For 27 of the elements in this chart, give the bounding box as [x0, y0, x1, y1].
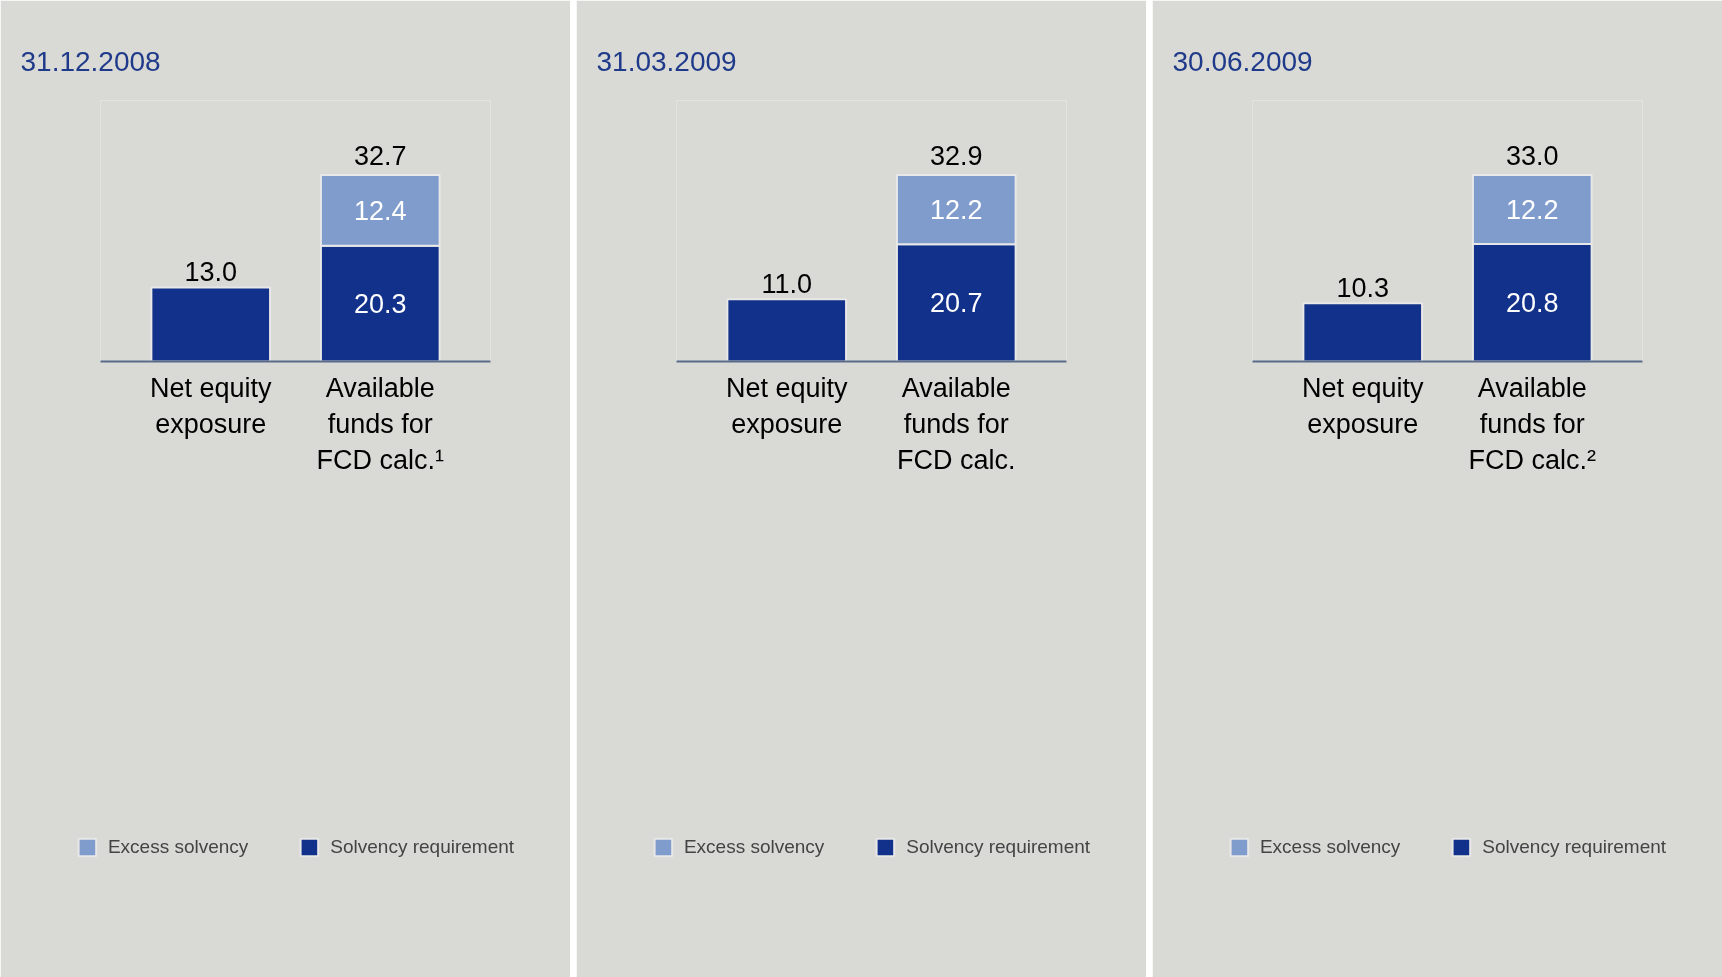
- legend-label: Excess solvency: [1259, 835, 1401, 858]
- data-label: 11.0: [761, 269, 812, 300]
- data-label: 12.4: [354, 195, 407, 226]
- legend-label: Excess solvency: [683, 835, 825, 858]
- legend-label: Solvency requirement: [1482, 835, 1667, 858]
- legend-label: Solvency requirement: [330, 835, 515, 858]
- x-tick-label: Available funds for FCD calc.²: [1468, 372, 1597, 475]
- chart-title: 30.06.2009: [1172, 45, 1313, 77]
- data-label: 13.0: [184, 257, 237, 288]
- chart-title: 31.03.2009: [596, 45, 737, 77]
- x-tick-label: Net equity exposure: [1301, 372, 1424, 439]
- data-label: 20.3: [354, 289, 407, 320]
- x-tick-label: Net equity exposure: [725, 372, 848, 439]
- legend-label: Solvency requirement: [906, 835, 1091, 858]
- total-label: 32.7: [354, 141, 407, 172]
- data-label: 20.7: [930, 288, 983, 319]
- legend-label: Excess solvency: [107, 835, 249, 858]
- data-label: 12.2: [1506, 195, 1559, 226]
- x-tick-label: Available funds for FCD calc.¹: [316, 372, 445, 475]
- x-tick-label: Available funds for FCD calc.: [897, 372, 1016, 475]
- total-label: 32.9: [930, 141, 983, 172]
- total-label: 33.0: [1506, 141, 1559, 172]
- x-tick-label: Net equity exposure: [149, 372, 272, 439]
- data-label: 10.3: [1336, 273, 1390, 304]
- data-label: 12.2: [930, 195, 983, 226]
- chart-title: 31.12.2008: [20, 45, 161, 77]
- data-label: 20.8: [1506, 288, 1559, 319]
